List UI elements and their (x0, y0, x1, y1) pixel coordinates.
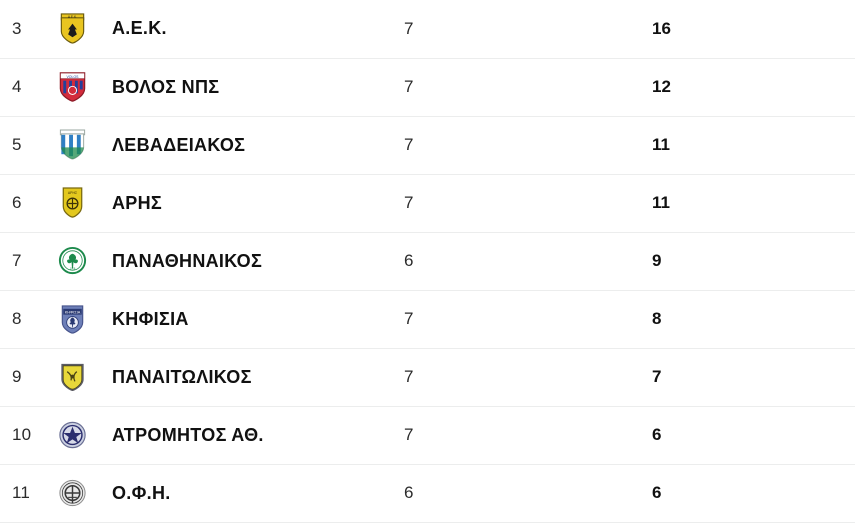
row-team-name[interactable]: ΒΟΛΟΣ ΝΠΣ (112, 76, 220, 97)
row-points: 7 (652, 367, 662, 386)
team-crest-cell: VOLOS (48, 58, 96, 116)
row-matches-played: 7 (404, 309, 414, 328)
row-points: 11 (652, 135, 670, 154)
row-position: 9 (12, 367, 22, 386)
row-team-name[interactable]: ΛΕΒΑΔΕΙΑΚΟΣ (112, 134, 246, 155)
table-row[interactable]: 5 ΛΕΒΑΔΕΙΑΚΟΣ 7 11 (0, 116, 855, 174)
table-row[interactable]: 9 ΠΑΝΑΙΤΩΛΙΚΟΣ 7 7 (0, 348, 855, 406)
row-points: 8 (652, 309, 662, 328)
svg-text:A.E.K.: A.E.K. (67, 15, 76, 19)
team-crest-cell (48, 464, 96, 522)
row-team-name[interactable]: Α.Ε.Κ. (112, 18, 167, 39)
table-row[interactable]: 11 Ο.Φ.Η. 6 6 (0, 464, 855, 522)
atromitos-crest-icon (58, 419, 87, 451)
table-row[interactable]: 10 ΑΤΡΟΜΗΤΟΣ ΑΘ. 7 6 (0, 406, 855, 464)
row-points: 9 (652, 251, 662, 270)
team-crest-cell: ΚΗΦΙΣΙΑ (48, 290, 96, 348)
kifisia-crest-icon: ΚΗΦΙΣΙΑ (58, 303, 87, 335)
row-matches-played: 7 (404, 425, 414, 444)
row-points: 6 (652, 483, 662, 502)
row-position: 6 (12, 193, 22, 212)
aek-crest-icon: A.E.K. (58, 13, 87, 45)
row-points: 6 (652, 425, 662, 444)
team-crest-cell (48, 348, 96, 406)
team-crest-cell: A.E.K. (48, 0, 96, 58)
row-position: 3 (12, 18, 22, 38)
row-matches-played: 7 (404, 77, 414, 96)
panaitolikos-crest-icon (58, 361, 87, 393)
table-row[interactable]: 7 1908 ΠΑΝΑΘΗΝΑΙΚΟΣ 6 9 (0, 232, 855, 290)
row-team-name[interactable]: ΚΗΦΙΣΙΑ (112, 308, 189, 329)
row-position: 7 (12, 251, 22, 270)
volos-nps-crest-icon: VOLOS (58, 71, 87, 103)
svg-text:ΚΗΦΙΣΙΑ: ΚΗΦΙΣΙΑ (64, 310, 80, 315)
row-team-name[interactable]: Ο.Φ.Η. (112, 482, 171, 503)
row-matches-played: 7 (404, 193, 414, 212)
row-position: 4 (12, 77, 22, 96)
team-crest-cell: 1908 (48, 232, 96, 290)
row-position: 11 (12, 483, 31, 502)
levadiakos-crest-icon (58, 129, 87, 161)
row-points: 16 (652, 18, 671, 38)
team-crest-cell (48, 406, 96, 464)
row-matches-played: 7 (404, 367, 414, 386)
team-crest-cell (48, 116, 96, 174)
svg-text:VOLOS: VOLOS (66, 75, 79, 79)
row-position: 8 (12, 309, 22, 328)
panathinaikos-crest-icon: 1908 (58, 245, 87, 277)
aris-crest-icon: ΑΡΗΣ (58, 187, 87, 219)
row-points: 12 (652, 77, 671, 96)
row-team-name[interactable]: ΠΑΝΑΙΤΩΛΙΚΟΣ (112, 366, 252, 387)
table-row[interactable]: 8 ΚΗΦΙΣΙΑ ΚΗΦΙΣΙΑ 7 8 (0, 290, 855, 348)
row-matches-played: 7 (404, 135, 414, 154)
row-matches-played: 6 (404, 483, 414, 502)
row-position: 10 (12, 425, 32, 444)
svg-text:1908: 1908 (69, 268, 75, 271)
table-row[interactable]: 4 VOLOS ΒΟΛΟΣ ΝΠΣ 7 12 (0, 58, 855, 116)
row-team-name[interactable]: ΠΑΝΑΘΗΝΑΙΚΟΣ (112, 250, 263, 271)
row-position: 5 (12, 135, 22, 154)
table-row[interactable]: 3 A.E.K. Α.Ε.Κ. 7 16 (0, 0, 855, 58)
row-team-name[interactable]: ΑΡΗΣ (112, 192, 163, 213)
row-points: 11 (652, 193, 670, 212)
row-matches-played: 6 (404, 251, 414, 270)
ofi-crest-icon (58, 477, 87, 509)
team-crest-cell: ΑΡΗΣ (48, 174, 96, 232)
row-team-name[interactable]: ΑΤΡΟΜΗΤΟΣ ΑΘ. (112, 424, 264, 445)
table-row[interactable]: 6 ΑΡΗΣ ΑΡΗΣ 7 11 (0, 174, 855, 232)
row-matches-played: 7 (404, 18, 414, 38)
svg-text:ΑΡΗΣ: ΑΡΗΣ (67, 191, 77, 195)
